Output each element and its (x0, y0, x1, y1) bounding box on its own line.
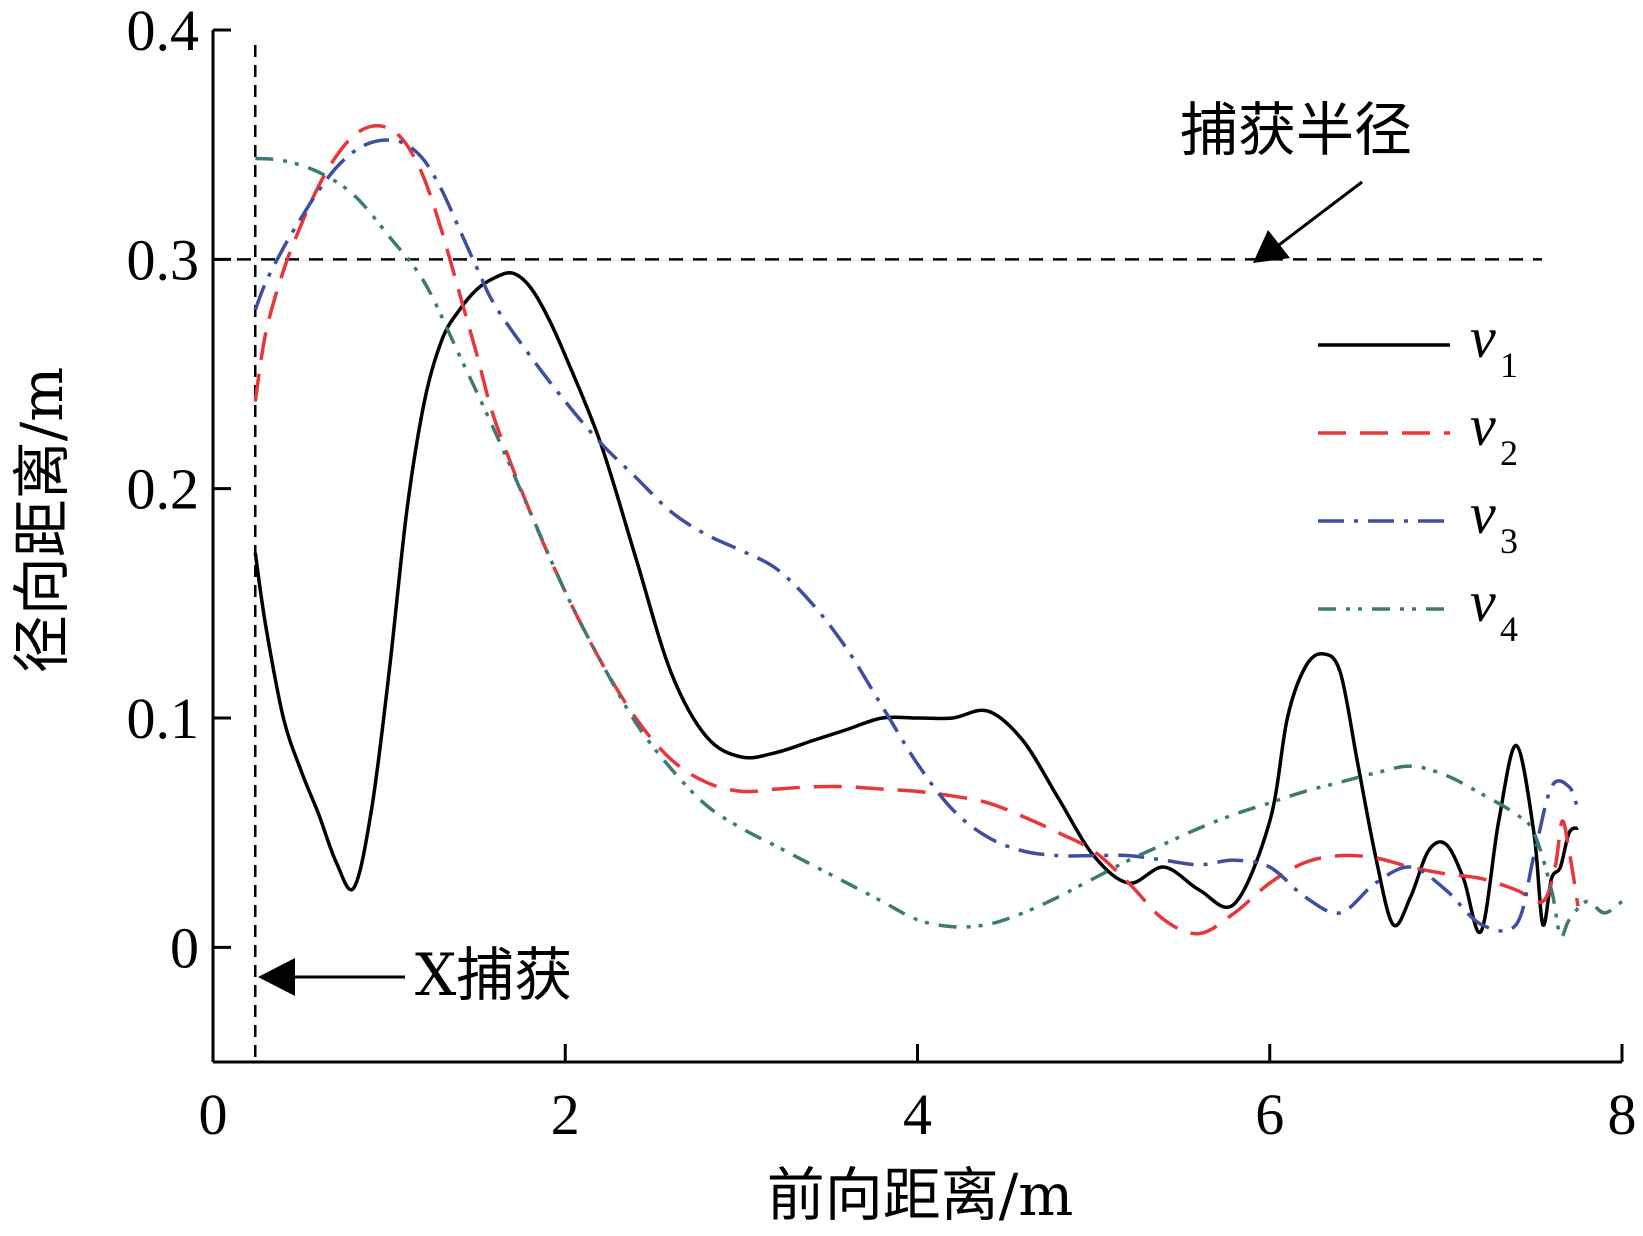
y-tick-label: 0.4 (127, 0, 200, 63)
series-line-v3 (253, 138, 1580, 933)
legend-label-v1: v (1470, 305, 1496, 370)
capture-radius-arrowhead (1253, 230, 1290, 263)
x-tick-label: 2 (551, 1082, 580, 1147)
legend-label-v4: v (1470, 569, 1496, 634)
x-ticks: 0 2 4 6 8 (199, 1044, 1637, 1147)
series-line-v1 (253, 271, 1579, 935)
series-line-v2 (253, 124, 1580, 936)
capture-x-label: X捕获 (415, 941, 572, 1009)
legend-subscript-v2: 2 (1500, 433, 1518, 473)
legend-label-v2: v (1470, 393, 1496, 458)
x-tick-label: 8 (1608, 1082, 1637, 1147)
legend: v 1v 2v 3v 4 (1318, 305, 1518, 649)
legend-subscript-v4: 4 (1500, 609, 1518, 649)
y-axis-title: 径向距离/m (8, 367, 76, 674)
y-tick-label: 0.3 (127, 227, 200, 292)
x-tick-label: 4 (903, 1082, 932, 1147)
capture-radius-label: 捕获半径 (1180, 96, 1412, 164)
legend-subscript-v1: 1 (1500, 345, 1518, 385)
x-axis-title: 前向距离/m (767, 1161, 1074, 1229)
axes (211, 30, 1622, 1064)
legend-label-v3: v (1470, 481, 1496, 546)
x-tick-label: 6 (1255, 1082, 1284, 1147)
capture-x-arrowhead (258, 958, 295, 996)
legend-subscript-v3: 3 (1500, 521, 1518, 561)
y-tick-label: 0.1 (127, 686, 200, 751)
annotations: 捕获半径 X捕获 (258, 96, 1412, 1009)
x-tick-label: 0 (199, 1082, 228, 1147)
series-group (253, 124, 1624, 939)
y-ticks: 0 0.1 0.2 0.3 0.4 (127, 0, 231, 980)
y-tick-label: 0.2 (127, 457, 200, 522)
capture-radius-arrow (1262, 180, 1363, 259)
series-line-v4 (255, 156, 1624, 939)
y-tick-label: 0 (170, 915, 199, 980)
